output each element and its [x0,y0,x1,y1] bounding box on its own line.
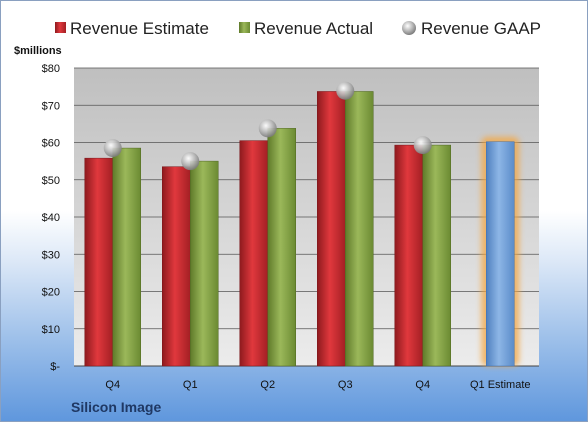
y-axis-ticks: $- $10 $20 $30 $40 $50 $60 $70 $80 [42,63,61,373]
bar-estimate [317,91,346,367]
y-tick-label: $70 [42,100,60,112]
gaap-marker [336,81,355,100]
x-tick-label: Q2 [260,379,275,391]
x-tick-label: Q3 [338,379,353,391]
bar-actual [190,160,219,367]
bar-estimate [162,166,191,367]
bar-estimate [239,140,268,367]
legend-swatch-actual [239,22,250,33]
y-tick-label: $80 [42,63,60,75]
x-axis-ticks: Q4 Q1 Q2 Q3 Q4 Q1 Estimate [105,379,530,391]
bar-estimate [84,157,113,367]
legend-item-estimate: Revenue Estimate [55,19,209,38]
bar-q1-estimate [486,141,515,367]
y-tick-label: $40 [42,212,60,224]
gaap-marker [258,119,277,138]
bars [84,91,520,367]
gaap-marker [181,152,200,171]
y-tick-label: $30 [42,249,60,261]
x-tick-label: Q4 [415,379,430,391]
gaap-marker [413,136,432,155]
legend-item-actual: Revenue Actual [239,19,373,38]
legend-swatch-estimate [55,22,66,33]
gridlines [74,67,539,367]
y-tick-label: $20 [42,287,60,299]
bar-actual [422,144,451,367]
legend-label-actual: Revenue Actual [254,19,373,38]
x-tick-label: Q1 [183,379,198,391]
x-tick-label: Q1 Estimate [470,379,531,391]
bar-actual [345,91,374,367]
y-unit-label: $millions [14,45,62,57]
y-tick-label: $60 [42,138,60,150]
legend-label-gaap: Revenue GAAP [421,19,541,38]
gaap-marker [103,139,122,158]
y-tick-label: $10 [42,324,60,336]
gaap-markers [103,81,432,171]
bar-actual [267,128,296,367]
legend-item-gaap: Revenue GAAP [402,19,541,38]
legend-label-estimate: Revenue Estimate [70,19,209,38]
bar-estimate [394,144,423,367]
bar-actual [112,147,141,367]
legend: Revenue Estimate Revenue Actual Revenue … [55,19,541,38]
legend-marker-gaap [402,21,416,35]
y-tick-label: $50 [42,175,60,187]
y-tick-label: $- [50,361,60,373]
company-name: Silicon Image [71,399,162,415]
x-tick-label: Q4 [105,379,120,391]
